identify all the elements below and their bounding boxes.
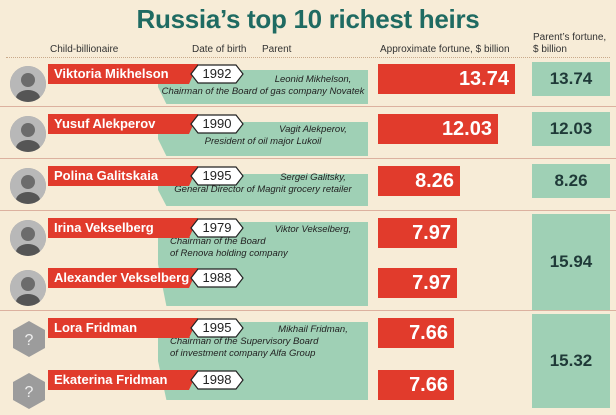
parent-role: Chairman of the Board [170,236,266,247]
avatar-photo [10,116,46,152]
parent-fortune-bar: 15.94 [532,214,610,310]
parent-band [158,322,368,400]
heir-name: Ekaterina Fridman [54,372,168,387]
name-band [48,370,198,390]
header-child: Child-billionaire [50,44,119,55]
fortune-value: 7.97 [412,272,451,294]
name-band [48,64,198,84]
fortune-value: 13.74 [458,68,509,90]
heir-name: Polina Galitskaia [54,168,159,183]
parent-role: President of oil major Lukoil [204,136,322,147]
parent-name: Leonid Mikhelson, [274,74,352,85]
name-band [48,218,198,238]
avatar-photo [10,66,46,102]
parent-fortune-value: 15.94 [549,252,593,271]
parent-name: Viktor Vekselberg, [274,224,352,235]
parent-name: Vagit Alekperov, [279,124,347,135]
parent-fortune-bar: 13.74 [532,62,610,96]
birth-year-badge: 1979 [190,218,244,238]
svg-text:?: ? [25,332,34,349]
unknown-photo-icon: ? [12,320,46,358]
row-divider [0,106,616,107]
row-divider [0,210,616,211]
fortune-value: 8.26 [415,170,454,192]
avatar-photo [10,168,46,204]
birth-year-text: 1992 [202,66,232,81]
fortune-bar [378,318,454,348]
fortune-bar [378,114,498,144]
header-fortune: Approximate fortune, $ billion [380,44,510,55]
fortune-value: 7.97 [412,222,451,244]
parent-role: of Renova holding company [170,248,288,259]
birth-year-badge: 1995 [190,318,244,338]
svg-text:?: ? [25,384,34,401]
birth-year-text: 1988 [202,270,232,285]
parent-fortune-bar: 8.26 [532,164,610,198]
birth-year-text: 1979 [202,220,232,235]
header-dob: Date of birth [192,44,247,55]
name-band [48,114,198,134]
parent-fortune-value: 8.26 [554,171,588,190]
parent-fortune-bar: 12.03 [532,112,610,146]
birth-year-text: 1990 [202,116,232,131]
parent-role: General Director of Magnit grocery retai… [174,184,352,195]
parent-fortune-value: 12.03 [549,119,593,138]
name-band [48,318,198,338]
heir-name: Alexander Vekselberg [54,270,190,285]
parent-fortune-value: 15.32 [549,351,593,370]
parent-fortune-value: 13.74 [549,69,593,88]
unknown-photo-icon: ? [12,372,46,410]
parent-name: Sergei Galitsky, [280,172,346,183]
header-parent-fortune-2: $ billion [533,44,567,55]
fortune-value: 7.66 [409,374,448,396]
heir-name: Yusuf Alekperov [54,116,156,131]
parent-role: of investment company Alfa Group [170,348,316,359]
fortune-bar [378,370,454,400]
header-divider [6,57,610,58]
birth-year-text: 1995 [202,320,232,335]
birth-year-badge: 1995 [190,166,244,186]
birth-year-badge: 1990 [190,114,244,134]
fortune-value: 12.03 [441,118,492,140]
birth-year-badge: 1998 [190,370,244,390]
name-band [48,268,198,288]
fortune-bar [378,218,457,248]
birth-year-badge: 1988 [190,268,244,288]
fortune-bar [378,268,457,298]
parent-role: Chairman of the Supervisory Board [170,336,319,347]
parent-fortune-bar: 15.32 [532,314,610,408]
parent-band [158,222,368,306]
fortune-value: 7.66 [409,322,448,344]
heir-name: Lora Fridman [54,320,138,335]
header-parent-fortune-1: Parent’s fortune, [533,32,607,43]
birth-year-text: 1998 [202,372,232,387]
chart-title: Russia’s top 10 richest heirs [136,4,480,34]
row-divider [0,310,616,311]
parent-band [158,122,368,156]
birth-year-badge: 1992 [190,64,244,84]
avatar-photo [10,220,46,256]
header-parent: Parent [262,44,292,55]
row-divider [0,158,616,159]
heir-name: Viktoria Mikhelson [54,66,169,81]
fortune-bar [378,64,515,94]
heir-name: Irina Vekselberg [54,220,154,235]
fortune-bar [378,166,460,196]
birth-year-text: 1995 [202,168,232,183]
parent-role: Chairman of the Board of gas company Nov… [161,86,365,97]
parent-name: Mikhail Fridman, [278,324,348,335]
avatar-photo [10,270,46,306]
name-band [48,166,198,186]
